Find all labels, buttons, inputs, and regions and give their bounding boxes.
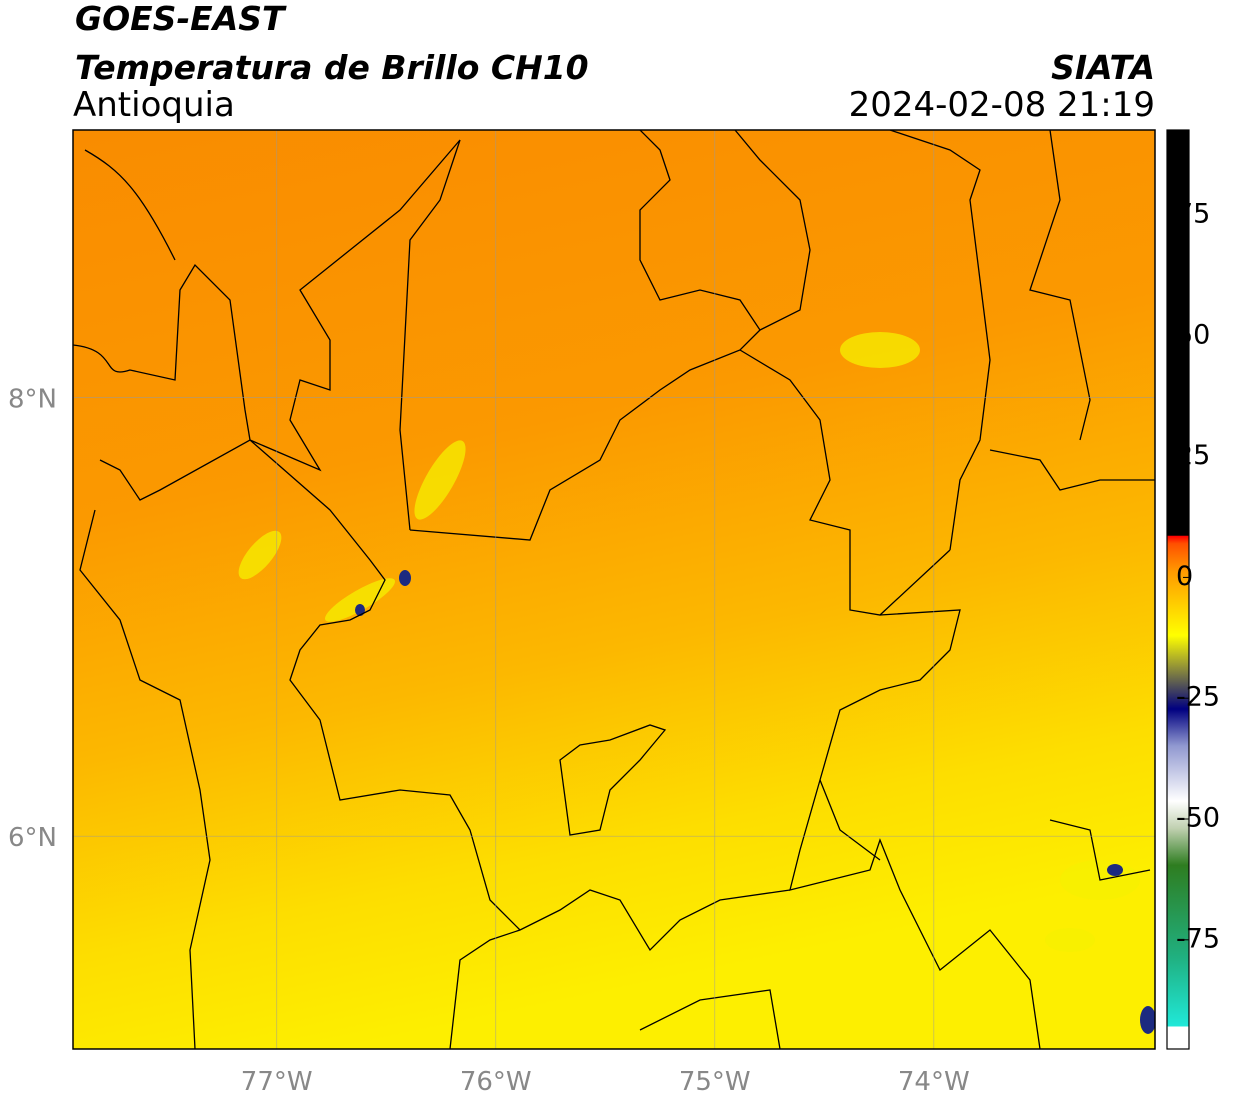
borders <box>73 130 1155 1049</box>
lat-tick-label: 8°N <box>8 385 57 415</box>
lon-tick-label: 76°W <box>460 1067 532 1097</box>
colorbar-tick-label: 25 <box>1176 440 1210 471</box>
colorbar-tick-label: -50 <box>1176 803 1220 834</box>
cold-cores <box>355 570 1155 1034</box>
datetime: 2024-02-08 21:19 <box>849 85 1155 125</box>
colorbar-tick-label: 0 <box>1176 561 1193 592</box>
graticule <box>73 130 1155 1049</box>
subtitle: Temperatura de Brillo CH10 <box>75 48 589 87</box>
colorbar-tick-label: -25 <box>1176 682 1220 713</box>
source: SIATA <box>1051 48 1155 87</box>
title: GOES-EAST <box>75 0 287 38</box>
colorbar-ticks: 75 50 25 0 -25 -50 -75 <box>1176 199 1220 955</box>
colorbar-tick-label: 50 <box>1176 319 1210 350</box>
lon-tick-label: 74°W <box>898 1067 970 1097</box>
map-frame <box>72 129 1156 1050</box>
region: Antioquia <box>73 85 235 125</box>
lat-tick-label: 6°N <box>8 823 57 853</box>
map-area <box>73 130 1155 1049</box>
colorbar-tick-label: -75 <box>1176 923 1220 954</box>
colorbar-tick-label: 75 <box>1176 199 1210 230</box>
lon-tick-label: 75°W <box>679 1067 751 1097</box>
temperature-field <box>73 130 1155 1049</box>
lon-tick-label: 77°W <box>241 1067 313 1097</box>
